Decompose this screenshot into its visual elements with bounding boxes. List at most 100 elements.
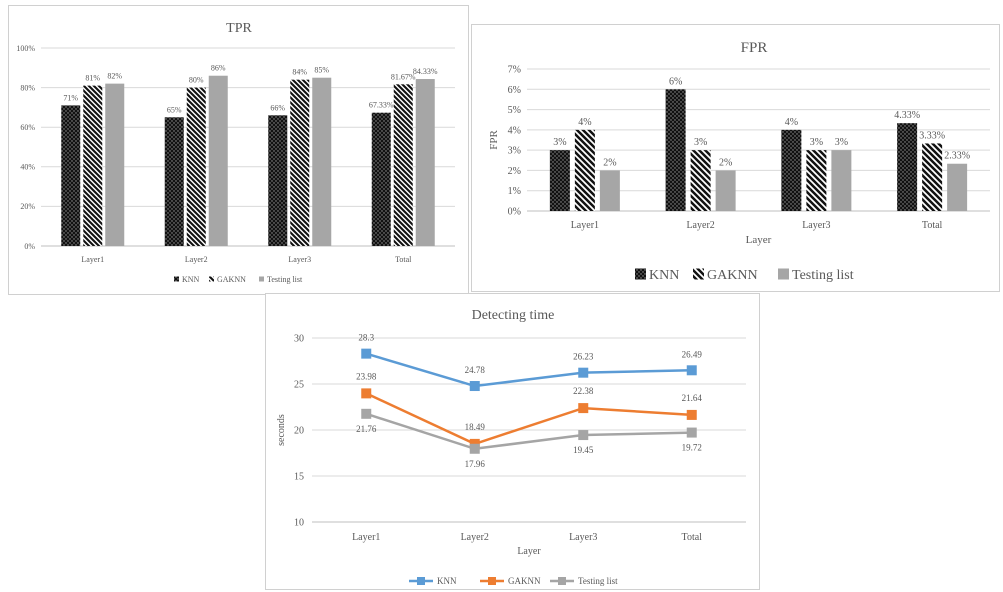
- data-point: [469, 381, 480, 392]
- y-tick-label: 30: [294, 334, 304, 345]
- data-label: 82%: [107, 72, 122, 81]
- data-label: 6%: [669, 76, 682, 87]
- data-label: 2.33%: [944, 151, 970, 162]
- y-axis-title: FPR: [488, 130, 500, 150]
- data-label: 3%: [810, 137, 823, 148]
- data-label: 21.64: [682, 393, 703, 403]
- x-axis-title: Layer: [517, 546, 541, 557]
- data-label: 86%: [211, 64, 226, 73]
- y-tick-label: 2%: [508, 166, 521, 177]
- legend-label: GAKNN: [707, 268, 758, 283]
- y-tick-label: 20%: [20, 202, 35, 211]
- x-tick-label: Layer2: [185, 255, 208, 264]
- x-tick-label: Layer3: [802, 220, 830, 231]
- chart-title: TPR: [226, 21, 252, 36]
- data-point: [686, 427, 697, 438]
- data-point: [361, 408, 372, 419]
- bar: [599, 170, 620, 211]
- x-tick-label: Layer2: [461, 532, 489, 543]
- y-tick-label: 6%: [508, 85, 521, 96]
- x-tick-label: Total: [395, 255, 412, 264]
- bar: [290, 79, 310, 247]
- detecting-time-chart-panel: Detecting time 10 15 20 25 30 Layer1 Layer2 Laye…: [265, 293, 760, 590]
- data-point: [469, 443, 480, 454]
- y-tick-label: 100%: [16, 44, 35, 53]
- y-tick-label: 40%: [20, 163, 35, 172]
- y-tick-label: 7%: [508, 65, 521, 76]
- data-label: 3%: [694, 137, 707, 148]
- bar: [208, 75, 228, 246]
- y-tick-label: 10: [294, 518, 304, 529]
- data-label: 23.98: [356, 371, 377, 381]
- legend-label: GAKNN: [217, 275, 246, 284]
- data-label: 81.67%: [391, 72, 416, 81]
- bar: [61, 105, 81, 246]
- legend-label: Testing list: [267, 275, 303, 284]
- x-tick-label: Layer2: [686, 220, 714, 231]
- legend-label: KNN: [649, 268, 679, 283]
- legend-label: KNN: [182, 275, 200, 284]
- legend-swatch: [174, 276, 179, 282]
- series-line: [365, 392, 692, 446]
- bar: [690, 150, 711, 211]
- bar: [574, 129, 595, 211]
- data-label: 4.33%: [894, 110, 920, 121]
- data-label: 17.96: [465, 459, 486, 469]
- data-label: 84.33%: [413, 67, 438, 76]
- data-point: [361, 348, 372, 359]
- data-label: 65%: [167, 105, 182, 114]
- data-label: 81%: [85, 74, 100, 83]
- data-point: [578, 430, 589, 441]
- bar: [831, 150, 852, 211]
- legend-label: Testing list: [792, 268, 854, 283]
- data-label: 80%: [189, 76, 204, 85]
- bar: [186, 87, 206, 246]
- data-point: [361, 388, 372, 399]
- legend-swatch: [778, 268, 789, 280]
- legend-label: GAKNN: [508, 576, 541, 586]
- y-tick-label: 60%: [20, 123, 35, 132]
- tpr-chart: TPR 0% 20% 40% 60% 80% 100% Layer1 71% 81% 82% Laye…: [16, 21, 455, 284]
- y-tick-label: 0%: [24, 242, 35, 251]
- bar: [947, 163, 968, 211]
- series-line: [365, 412, 692, 451]
- legend-swatch: [209, 276, 214, 282]
- bar: [164, 117, 184, 246]
- data-label: 21.76: [356, 424, 377, 434]
- data-point: [578, 367, 589, 378]
- data-point: [686, 365, 697, 376]
- x-tick-label: Total: [682, 532, 703, 543]
- legend-marker-swatch: [558, 577, 566, 585]
- bar: [897, 123, 918, 211]
- data-label: 22.38: [573, 386, 594, 396]
- legend-swatch: [259, 276, 264, 282]
- data-label: 19.72: [682, 443, 702, 453]
- data-label: 3%: [835, 137, 848, 148]
- data-label: 66%: [270, 103, 285, 112]
- bar: [83, 85, 103, 247]
- bar: [806, 150, 827, 211]
- data-label: 2%: [603, 157, 616, 168]
- data-label: 84%: [292, 68, 307, 77]
- y-tick-label: 5%: [508, 105, 521, 116]
- data-label: 67.33%: [369, 101, 394, 110]
- y-tick-label: 0%: [508, 207, 521, 218]
- legend-swatch: [635, 268, 646, 280]
- x-tick-label: Layer3: [288, 255, 311, 264]
- x-tick-label: Total: [922, 220, 943, 231]
- y-tick-label: 20: [294, 426, 304, 437]
- fpr-chart-panel: FPR 0% 1% 2% 3% 4% 5% 6% 7% Layer1 3% 4% 2% Layer2 6% 3…: [471, 24, 1000, 292]
- data-label: 4%: [578, 117, 591, 128]
- data-label: 18.49: [465, 422, 486, 432]
- bar: [715, 170, 736, 211]
- bar: [105, 83, 125, 246]
- y-tick-label: 3%: [508, 146, 521, 157]
- chart-title: FPR: [741, 40, 768, 56]
- fpr-chart: FPR 0% 1% 2% 3% 4% 5% 6% 7% Layer1 3% 4% 2% Layer2 6% 3…: [488, 40, 990, 283]
- bar: [415, 79, 435, 246]
- legend-marker-swatch: [488, 577, 496, 585]
- legend-marker-swatch: [417, 577, 425, 585]
- x-tick-label: Layer1: [571, 220, 599, 231]
- bar: [781, 129, 802, 211]
- x-axis-title: Layer: [746, 234, 772, 246]
